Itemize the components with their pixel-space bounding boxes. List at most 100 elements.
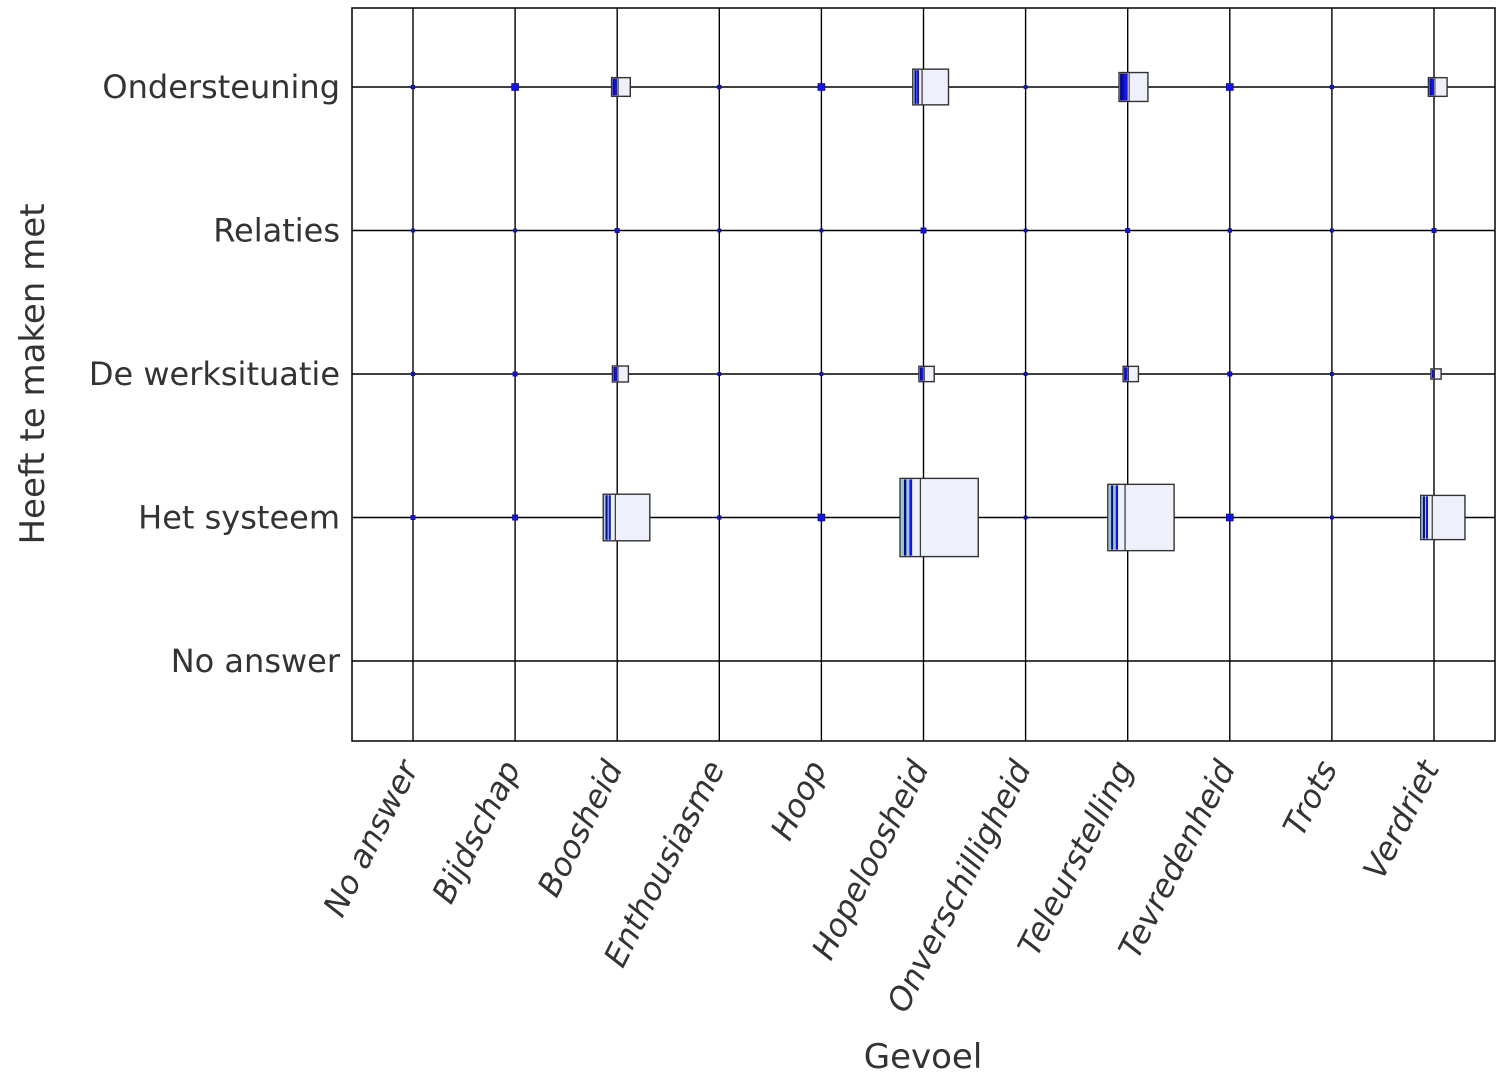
cell-stripe-blue [614, 78, 618, 96]
cell-box [410, 515, 416, 520]
cell-stripe-blue [1431, 78, 1434, 96]
cell-stripe-navy [613, 367, 616, 381]
cell-stripe-blue [614, 367, 618, 381]
cell-stripe-blue [1125, 367, 1128, 381]
cell-stripe-navy [919, 367, 923, 381]
cell-box [717, 228, 722, 233]
y-tick-label: Het systeem [138, 499, 340, 537]
cell [410, 84, 416, 90]
cell [920, 227, 927, 234]
plot-frame [351, 7, 1496, 742]
cell-stripe-blue [917, 70, 920, 104]
cell-box [920, 227, 927, 234]
cell-stripe-navy [1429, 78, 1433, 96]
cell-box [1226, 513, 1234, 522]
cell-box [1023, 515, 1028, 520]
cell [1226, 83, 1234, 91]
cell [611, 365, 630, 383]
cell [819, 372, 824, 376]
cell-box [1226, 83, 1234, 91]
cell [1226, 513, 1234, 522]
x-tick-label: Hoop [763, 754, 835, 846]
cell-stripe-blue [608, 495, 611, 540]
cell-stripe-navy [1124, 367, 1127, 381]
cell-box [512, 514, 519, 521]
x-tick-label: Verdriet [1355, 753, 1447, 885]
cell [1227, 371, 1233, 377]
cell [717, 228, 722, 233]
cell [1420, 494, 1466, 541]
cell-box [511, 83, 519, 91]
cell [1431, 228, 1437, 233]
cell [1023, 85, 1028, 89]
cell-box [1023, 85, 1028, 89]
y-axis-title: Heeft te maken met [13, 203, 53, 544]
cell [610, 76, 631, 98]
cell-stripe-blue [921, 367, 924, 381]
cell [1107, 483, 1175, 552]
cell-box [614, 228, 620, 233]
cell [1330, 372, 1334, 376]
cell-box [411, 228, 415, 233]
cell [717, 84, 722, 90]
cell-stripe-blue [909, 479, 913, 556]
cell [1023, 515, 1028, 520]
cell-box [717, 515, 722, 520]
cell-box [512, 371, 518, 377]
cell [918, 365, 935, 383]
cell [1330, 228, 1334, 233]
cell-stripe-navy [612, 78, 616, 96]
cell [1329, 84, 1334, 90]
cell-box [1227, 371, 1233, 377]
cell-box [513, 228, 517, 233]
cell [1227, 228, 1232, 233]
cell [411, 228, 415, 233]
cell [1330, 515, 1334, 520]
cell-stripe-navy [903, 479, 907, 556]
cell-stripe-navy [914, 70, 917, 104]
y-tick-label: Relaties [213, 212, 340, 250]
cell-box [1330, 515, 1334, 520]
cell-stripe-navy [1111, 485, 1114, 550]
cell [512, 514, 519, 521]
cell-box [410, 84, 416, 90]
cell-box [717, 372, 722, 376]
cell-stripe-blue [1115, 485, 1119, 550]
cell [817, 513, 826, 522]
cell-stripe-blue [1426, 496, 1429, 539]
cell-stripe-blue [1432, 369, 1434, 379]
cell [1427, 76, 1448, 98]
cell-box [1329, 84, 1334, 90]
cell [1023, 228, 1028, 233]
cell [1125, 228, 1131, 233]
cell [512, 371, 518, 377]
cell-box [1227, 228, 1232, 233]
cell-box [1125, 228, 1131, 233]
cell-stripe-navy [605, 495, 608, 540]
cell-stripe-navy [1422, 496, 1425, 539]
cell-box [410, 371, 416, 377]
cell-box [1431, 228, 1437, 233]
cell [602, 493, 651, 542]
x-tick-label: No answer [315, 753, 427, 923]
cell [1430, 368, 1442, 380]
cell [1023, 372, 1028, 376]
cell-box [819, 228, 824, 233]
cell-box [1420, 494, 1466, 541]
cell-box [602, 493, 651, 542]
cell [817, 83, 826, 91]
cell [410, 515, 416, 520]
cell-stripe-navy [1120, 73, 1125, 101]
cell-box [1330, 228, 1334, 233]
cell [819, 228, 824, 233]
cell-box [1107, 483, 1175, 552]
x-axis-title: Gevoel [864, 1037, 983, 1074]
cell [511, 83, 519, 91]
cell-box [717, 84, 722, 90]
y-tick-label: De werksituatie [89, 355, 340, 393]
cell-box [819, 372, 824, 376]
cell [717, 372, 722, 376]
y-tick-label: No answer [171, 642, 341, 680]
